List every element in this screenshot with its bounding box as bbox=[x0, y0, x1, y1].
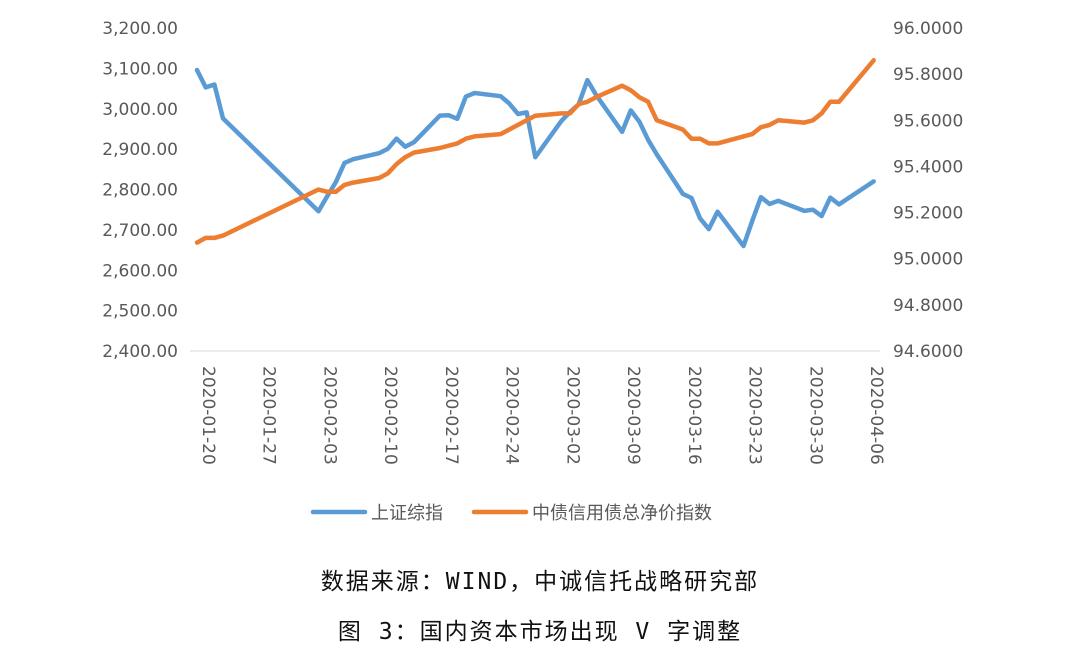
x-axis-tick-label: 2020-02-17 bbox=[441, 366, 461, 465]
x-axis-tick-label: 2020-03-23 bbox=[745, 366, 765, 465]
x-axis-tick-label: 2020-04-06 bbox=[866, 366, 886, 465]
series-line-2 bbox=[194, 58, 876, 245]
x-axis-tick-label: 2020-01-27 bbox=[259, 366, 279, 465]
x-axis-ticks: 2020-01-20 2020-01-27 2020-02-03 2020-02-10… bbox=[198, 366, 886, 465]
left-axis-tick-label: 2,400.00 bbox=[102, 342, 178, 362]
x-axis-tick-label: 2020-02-10 bbox=[380, 366, 400, 465]
right-axis-tick-label: 95.8000 bbox=[893, 65, 963, 85]
legend-label-2: 中债信用债总净价指数 bbox=[532, 503, 712, 524]
left-axis-tick-label: 2,600.00 bbox=[102, 261, 178, 281]
left-axis-tick-label: 2,500.00 bbox=[102, 302, 178, 322]
right-axis-tick-label: 94.8000 bbox=[893, 296, 963, 316]
right-axis-tick-label: 94.6000 bbox=[893, 342, 963, 362]
x-axis-tick-label: 2020-01-20 bbox=[198, 366, 218, 465]
source-note: 数据来源：WIND，中诚信托战略研究部 bbox=[320, 569, 760, 595]
right-axis-tick-label: 95.4000 bbox=[893, 157, 963, 177]
left-axis-ticks: 2,400.00 2,500.00 2,600.00 2,700.00 2,800.00… bbox=[102, 19, 178, 362]
right-axis-tick-label: 95.0000 bbox=[893, 250, 963, 270]
right-axis-ticks: 94.6000 94.8000 95.0000 95.2000 95.4000 95.60… bbox=[893, 19, 963, 362]
left-axis-tick-label: 3,200.00 bbox=[102, 19, 178, 39]
series-line-1 bbox=[194, 67, 876, 249]
left-axis-tick-label: 3,000.00 bbox=[102, 100, 178, 120]
left-axis-tick-label: 2,800.00 bbox=[102, 181, 178, 201]
x-axis-tick-label: 2020-03-09 bbox=[623, 366, 643, 465]
x-axis-tick-label: 2020-02-03 bbox=[319, 366, 339, 465]
line-chart: 2,400.00 2,500.00 2,600.00 2,700.00 2,800.00… bbox=[102, 19, 963, 524]
right-axis-tick-label: 96.0000 bbox=[893, 19, 963, 39]
legend: 上证综指 中债信用债总净价指数 bbox=[310, 503, 712, 524]
right-axis-tick-label: 95.6000 bbox=[893, 111, 963, 131]
x-axis-tick-label: 2020-03-16 bbox=[684, 366, 704, 465]
legend-label-1: 上证综指 bbox=[371, 503, 443, 524]
figure-title: 图 3：国内资本市场出现 V 字调整 bbox=[337, 619, 743, 645]
series-lines bbox=[194, 58, 876, 249]
x-axis-tick-label: 2020-02-24 bbox=[502, 366, 522, 465]
x-axis-tick-label: 2020-03-30 bbox=[805, 366, 825, 465]
left-axis-tick-label: 2,900.00 bbox=[102, 140, 178, 160]
left-axis-tick-label: 3,100.00 bbox=[102, 59, 178, 79]
left-axis-tick-label: 2,700.00 bbox=[102, 221, 178, 241]
x-axis-tick-label: 2020-03-02 bbox=[562, 366, 582, 465]
right-axis-tick-label: 95.2000 bbox=[893, 204, 963, 224]
